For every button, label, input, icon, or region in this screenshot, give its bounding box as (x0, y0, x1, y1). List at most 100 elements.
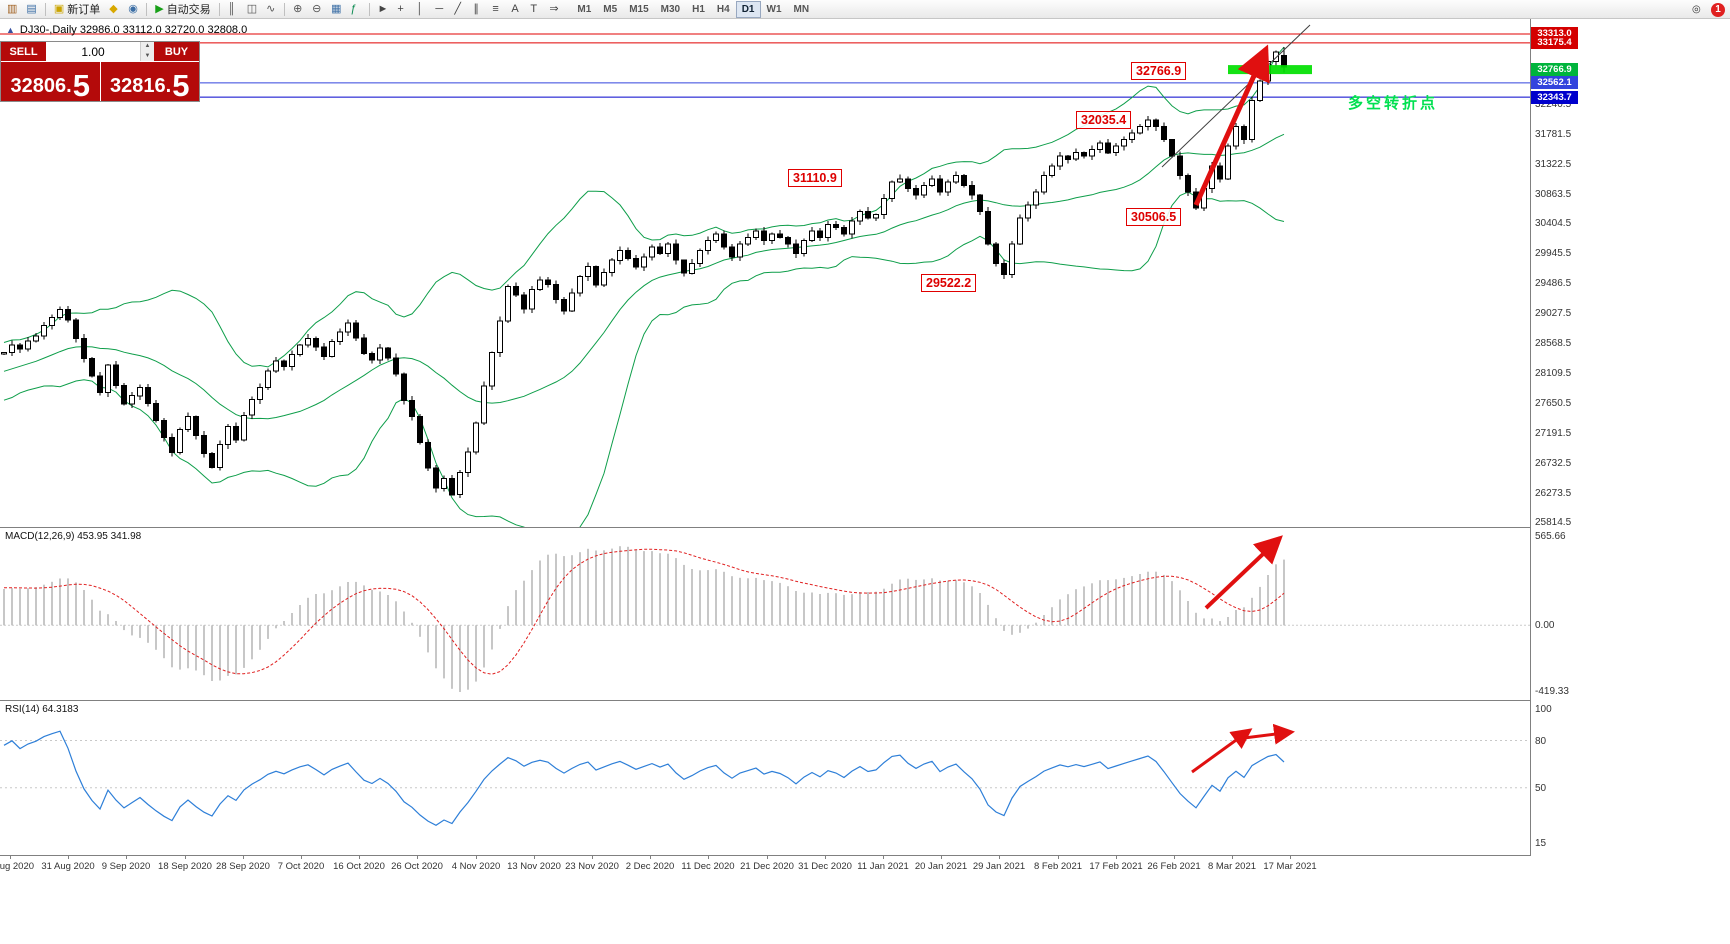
timeframe-m5[interactable]: M5 (603, 3, 618, 15)
market-watch-icon[interactable]: ◉ (124, 1, 142, 18)
tile-windows-icon[interactable]: ▦ (327, 1, 345, 18)
cursor-icon[interactable]: ► (374, 1, 393, 18)
timeframe-w1[interactable]: W1 (766, 3, 782, 15)
time-axis-tick (1290, 856, 1291, 859)
new-order-button: ▣ (53, 3, 65, 15)
indicators-icon[interactable]: ƒ (347, 1, 365, 18)
volume-input[interactable] (46, 42, 140, 61)
time-axis-tick (10, 856, 11, 859)
date-label: 26 Oct 2020 (391, 861, 443, 872)
timeframe-m15[interactable]: M15 (629, 3, 649, 15)
trendline-icon[interactable]: ╱ (450, 1, 468, 18)
candlestick-series (1, 47, 1287, 499)
zoom-out-icon: ⊖ (312, 3, 322, 15)
timeframe-h1[interactable]: H1 (692, 3, 705, 15)
autotrading-button[interactable]: ▶ 自动交易 (151, 1, 214, 18)
turning-point-note[interactable]: 多空转折点 (1348, 95, 1439, 112)
toolbar-separator (284, 2, 286, 16)
date-label: 29 Jan 2021 (972, 861, 1026, 872)
buy-button[interactable]: 32816. 5 (99, 62, 199, 103)
support-zone-annotation[interactable] (1228, 65, 1312, 75)
price-level-tag: 32562.1 (1531, 76, 1578, 89)
time-axis-tick (1232, 856, 1233, 859)
timeframe-m1[interactable]: M1 (577, 3, 592, 15)
trend-arrow-annotation[interactable] (1193, 44, 1270, 207)
price-axis-label: 29486.5 (1535, 278, 1572, 289)
chart-symbol-icon: ▲ (6, 25, 15, 35)
price-axis-label: 30404.5 (1535, 218, 1572, 229)
date-label: 20 Jan 2021 (914, 861, 968, 872)
chart-profiles-icon[interactable]: ▤ (22, 1, 40, 18)
buy-price-big-digit: 5 (172, 68, 190, 103)
price-axis-label: 31322.5 (1535, 159, 1572, 170)
timeframe-h4[interactable]: H4 (716, 3, 730, 15)
bar-chart-icon: ║ (227, 3, 236, 15)
price-callout[interactable]: 32766.9 (1131, 62, 1187, 80)
price-axis-label: 32240.5 (1535, 99, 1572, 110)
time-axis-tick (243, 856, 244, 859)
date-label: 8 Mar 2021 (1207, 861, 1257, 872)
horizontal-line-icon[interactable]: ─ (431, 1, 449, 18)
line-chart-icon[interactable]: ∿ (262, 1, 280, 18)
volume-up-icon[interactable]: ▲ (141, 42, 154, 52)
date-label: 28 Sep 2020 (216, 861, 270, 872)
vertical-line-icon[interactable]: │ (412, 1, 430, 18)
date-label: 17 Feb 2021 (1089, 861, 1143, 872)
bollinger-bands (3, 46, 1285, 527)
arrow-objects-icon[interactable]: ⇒ (545, 1, 563, 18)
rsi-trend-arrow[interactable] (1235, 723, 1295, 745)
text-icon[interactable]: A (507, 1, 525, 18)
price-callout[interactable]: 31110.9 (788, 169, 842, 187)
equidistant-channel-icon[interactable]: ∥ (469, 1, 487, 18)
price-callout[interactable]: 30506.5 (1126, 208, 1182, 226)
date-label: 31 Aug 2020 (41, 861, 95, 872)
cursor-icon: ► (377, 3, 389, 15)
horizontal-line-icon: ─ (435, 3, 444, 15)
sell-label: SELL (1, 42, 46, 61)
timeframe-mn[interactable]: MN (793, 3, 810, 15)
date-label: 11 Jan 2021 (857, 861, 909, 872)
trendline-annotation[interactable] (1161, 24, 1311, 168)
date-label: 11 Dec 2020 (681, 861, 735, 872)
new-chart-icon[interactable]: ▥ (3, 1, 21, 18)
indicator-list-icon[interactable]: ◆ (105, 1, 123, 18)
price-callout[interactable]: 32035.4 (1076, 111, 1132, 129)
price-callout[interactable]: 29522.2 (921, 274, 977, 292)
tile-windows-icon: ▦ (331, 3, 342, 15)
price-chart-panel[interactable]: ▲ DJ30-,Daily 32986.0 33112.0 32720.0 32… (0, 19, 1530, 527)
equidistant-channel-icon: ∥ (473, 3, 479, 15)
buy-price: 32816. (110, 75, 172, 97)
zoom-out-icon[interactable]: ⊖ (308, 1, 326, 18)
volume-spinner[interactable]: ▲ ▼ (140, 42, 154, 61)
price-chart-canvas (0, 24, 1530, 527)
text-label-icon: T (530, 3, 538, 15)
new-order-button[interactable]: ▣ 新订单 (50, 1, 104, 18)
candlestick-chart-icon[interactable]: ◫ (243, 1, 261, 18)
horizontal-line-annotations[interactable] (0, 33, 1530, 98)
buy-label: BUY (154, 42, 199, 61)
volume-down-icon[interactable]: ▼ (141, 51, 154, 61)
time-axis-tick (767, 856, 768, 859)
sell-button[interactable]: 32806. 5 (1, 62, 100, 101)
crosshair-icon[interactable]: + (393, 1, 411, 18)
rsi-trend-arrow[interactable] (1191, 728, 1253, 774)
text-label-icon[interactable]: T (526, 1, 544, 18)
panel-separator[interactable] (0, 700, 1578, 701)
rsi-axis-label: 15 (1535, 838, 1547, 849)
zoom-in-icon[interactable]: ⊕ (289, 1, 307, 18)
toolbar-right-group: ◎ 1 (1688, 1, 1725, 18)
panel-separator[interactable] (0, 527, 1578, 528)
price-axis-label: 29027.5 (1535, 308, 1572, 319)
toolbar-separator (44, 2, 46, 16)
bar-chart-icon[interactable]: ║ (224, 1, 242, 18)
macd-trend-arrow[interactable] (1204, 535, 1283, 610)
notification-badge[interactable]: 1 (1711, 2, 1725, 17)
fibonacci-icon[interactable]: ≡ (488, 1, 506, 18)
time-axis-tick (1174, 856, 1175, 859)
macd-canvas (0, 535, 1530, 692)
timeframe-m30[interactable]: M30 (660, 3, 681, 15)
timeframe-d1[interactable]: D1 (735, 0, 761, 18)
time-axis-tick (126, 856, 127, 859)
search-icon[interactable]: ◎ (1692, 4, 1701, 15)
price-axis-label: 30863.5 (1535, 189, 1572, 200)
